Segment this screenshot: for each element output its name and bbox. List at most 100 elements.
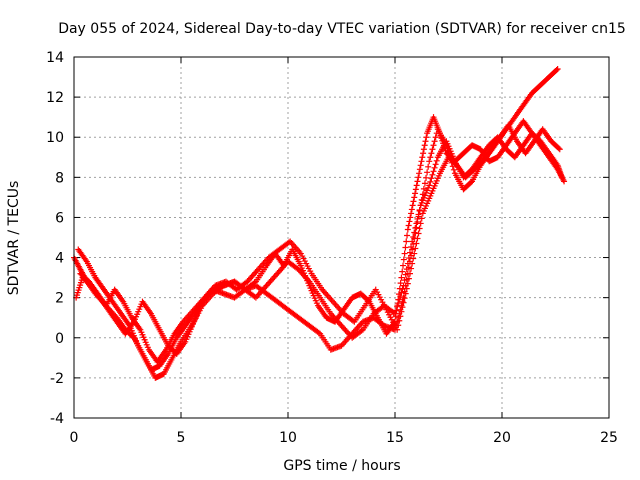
y-tick-label: 4 — [55, 251, 64, 267]
y-tick-label: 12 — [46, 90, 64, 106]
chart-title: Day 055 of 2024, Sidereal Day-to-day VTE… — [58, 21, 626, 37]
data-point — [397, 293, 404, 300]
data-point — [431, 138, 438, 145]
data-point — [421, 180, 428, 187]
data-point — [350, 317, 357, 324]
y-tick-label: 0 — [55, 331, 64, 347]
data-point — [558, 174, 565, 181]
data-point — [409, 238, 416, 245]
data-point — [392, 310, 398, 317]
data-point — [406, 218, 413, 225]
data-point — [432, 134, 439, 141]
x-tick-label: 0 — [70, 430, 79, 446]
data-point — [418, 158, 425, 165]
data-point — [553, 67, 560, 74]
data-point — [414, 235, 421, 242]
data-point — [449, 163, 456, 170]
x-axis-label: GPS time / hours — [283, 458, 400, 474]
x-tick-label: 15 — [386, 430, 404, 446]
data-point — [420, 185, 427, 192]
data-point — [397, 313, 404, 320]
y-tick-label: 2 — [55, 291, 64, 307]
y-tick-label: 14 — [46, 50, 64, 66]
data-point — [417, 162, 424, 169]
data-point — [409, 260, 416, 267]
data-point — [427, 178, 434, 185]
data-point — [411, 250, 418, 257]
data-point — [404, 280, 411, 287]
data-point — [400, 299, 407, 306]
data-point — [408, 210, 415, 217]
data-point — [400, 256, 407, 263]
data-point — [421, 142, 428, 149]
data-point — [417, 220, 424, 227]
data-point — [561, 178, 568, 185]
y-axis-label: SDTVAR / TECUs — [6, 181, 22, 296]
data-point — [401, 250, 408, 257]
data-point — [432, 161, 439, 168]
series-track-c — [75, 130, 565, 381]
data-point — [400, 262, 407, 269]
data-point — [402, 290, 409, 297]
data-point — [394, 326, 401, 333]
data-point — [398, 274, 405, 281]
data-point — [408, 206, 415, 213]
data-point — [395, 300, 402, 307]
x-tick-label: 5 — [177, 430, 186, 446]
data-point — [399, 268, 406, 275]
data-point — [409, 202, 416, 209]
grid-lines — [74, 57, 609, 418]
data-point — [413, 182, 420, 189]
data-point — [399, 304, 406, 311]
data-point — [416, 206, 423, 213]
data-point — [420, 150, 427, 157]
data-point — [402, 244, 409, 251]
data-point — [429, 146, 436, 153]
y-tick-labels: -4 -2 0 2 4 6 8 10 12 14 — [46, 50, 64, 427]
data-point — [426, 158, 433, 165]
x-tick-label: 25 — [600, 430, 618, 446]
data-point — [405, 222, 412, 229]
data-point — [416, 170, 423, 177]
data-point — [408, 265, 415, 272]
data-point — [398, 308, 405, 315]
data-point — [406, 249, 413, 256]
data-point — [427, 154, 434, 161]
data-point — [429, 171, 436, 178]
data-point — [315, 329, 322, 336]
data-point — [405, 275, 412, 282]
data-point — [416, 166, 423, 173]
x-tick-label: 20 — [493, 430, 511, 446]
data-point — [399, 298, 406, 305]
data-point — [410, 255, 417, 262]
data-point — [428, 150, 435, 157]
data-point — [431, 164, 438, 171]
data-point — [426, 182, 433, 189]
data-point — [394, 303, 401, 310]
data-point — [418, 215, 425, 222]
data-point — [410, 198, 417, 205]
data-point — [555, 145, 562, 152]
data-point — [450, 166, 457, 173]
data-point — [414, 178, 421, 185]
data-point — [407, 214, 414, 221]
data-point — [412, 245, 419, 252]
data-points — [71, 66, 568, 381]
data-point — [430, 168, 437, 175]
data-point — [400, 282, 407, 289]
data-point — [401, 277, 408, 284]
data-point — [404, 232, 411, 239]
data-point — [412, 190, 419, 197]
y-tick-label: 6 — [55, 210, 64, 226]
data-point — [411, 194, 418, 201]
data-point — [403, 285, 410, 292]
data-point — [403, 238, 410, 245]
data-point — [423, 174, 430, 181]
y-tick-label: 10 — [46, 130, 64, 146]
data-point — [556, 146, 563, 153]
data-point — [358, 327, 365, 334]
data-point — [413, 240, 420, 247]
y-tick-label: -4 — [50, 411, 64, 427]
